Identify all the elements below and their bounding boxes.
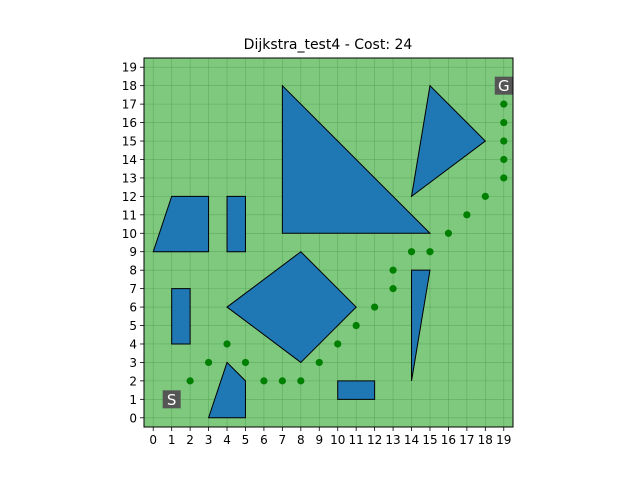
obstacle-parallelogram	[152, 195, 210, 253]
y-tick-label: 19	[122, 61, 137, 75]
path-point	[463, 211, 471, 219]
x-tick-label: 6	[260, 433, 268, 447]
obstacle-tall-rect	[171, 288, 191, 345]
path-point	[407, 248, 416, 256]
y-tick-label: 7	[129, 282, 137, 296]
y-tick-label: 0	[129, 411, 137, 425]
x-tick-label: 11	[349, 433, 364, 447]
path-point	[500, 137, 508, 145]
x-tick-label: 9	[315, 433, 323, 447]
obstacle-upper-right-triangle	[410, 84, 487, 198]
path-point	[389, 285, 397, 293]
path-point	[426, 248, 434, 256]
x-tick-label: 19	[496, 433, 511, 447]
y-tick-label: 15	[122, 135, 137, 149]
goal-marker-label: G	[498, 77, 510, 95]
path-point	[204, 358, 213, 367]
path-point	[352, 321, 360, 330]
y-tick-label: 2	[129, 374, 137, 388]
path-point	[500, 118, 508, 127]
x-tick-label: 13	[385, 433, 400, 447]
x-tick-label: 7	[279, 433, 287, 447]
y-tick-label: 8	[129, 264, 137, 278]
x-tick-label: 8	[297, 433, 305, 447]
path-point	[315, 358, 323, 367]
y-tick-label: 5	[129, 319, 137, 333]
obstacle-bottom-quad	[207, 361, 246, 419]
x-tick-label: 14	[404, 433, 419, 447]
x-tick-label: 2	[186, 433, 194, 447]
path-point	[241, 358, 250, 367]
y-tick-label: 9	[129, 245, 137, 259]
x-tick-label: 10	[330, 433, 345, 447]
plot-area: SG0 1 2 3 4 5 6 7 8 9 10 11 12 13 14 15 16 17 18 1901234567…	[122, 57, 514, 447]
x-tick-label: 5	[242, 433, 250, 447]
obstacle-diamond	[226, 251, 357, 364]
obstacle-thin-triangle	[411, 269, 431, 381]
y-tick-label: 1	[129, 393, 137, 407]
y-tick-label: 10	[122, 227, 137, 241]
start-marker-label: S	[167, 391, 177, 409]
path-point	[186, 377, 194, 385]
path-point	[260, 377, 268, 385]
y-tick-label: 11	[122, 208, 137, 222]
start-marker-box	[162, 390, 181, 409]
x-tick-label: 16	[441, 433, 456, 447]
axes-frame	[143, 57, 514, 428]
obstacle-flat-rect	[337, 380, 376, 400]
path-point	[371, 303, 379, 311]
path-point	[500, 155, 508, 164]
path-point	[444, 229, 453, 237]
x-tick-label: 18	[478, 433, 493, 447]
x-tick-label: 1	[168, 433, 176, 447]
x-tick-label: 4	[223, 433, 231, 447]
y-tick-label: 16	[122, 116, 137, 130]
y-tick-label: 18	[122, 79, 137, 93]
path-point	[297, 377, 305, 385]
y-tick-label: 13	[122, 171, 137, 185]
y-tick-label: 12	[122, 190, 137, 204]
path-point	[481, 192, 489, 200]
x-tick-label: 0	[149, 433, 157, 447]
path-point	[223, 340, 231, 348]
y-tick-label: 17	[122, 98, 137, 112]
path-point	[334, 340, 342, 348]
chart-title: Dijkstra_test4 - Cost: 24	[244, 37, 413, 53]
y-tick-label: 6	[129, 301, 137, 315]
obstacle-large-triangle	[281, 84, 432, 234]
y-tick-label: 4	[129, 337, 137, 351]
x-tick-label: 17	[459, 433, 474, 447]
y-tick-label: 3	[129, 356, 137, 370]
x-tick-label: 3	[205, 433, 213, 447]
y-tick-label: 14	[122, 153, 137, 167]
path-point	[500, 100, 508, 108]
path-point	[500, 174, 508, 182]
path-point	[389, 266, 397, 274]
obstacle-small-rect	[226, 195, 246, 253]
x-tick-label: 15	[422, 433, 437, 447]
x-tick-label: 12	[367, 433, 382, 447]
goal-marker-box	[494, 76, 513, 95]
path-point	[278, 377, 286, 385]
